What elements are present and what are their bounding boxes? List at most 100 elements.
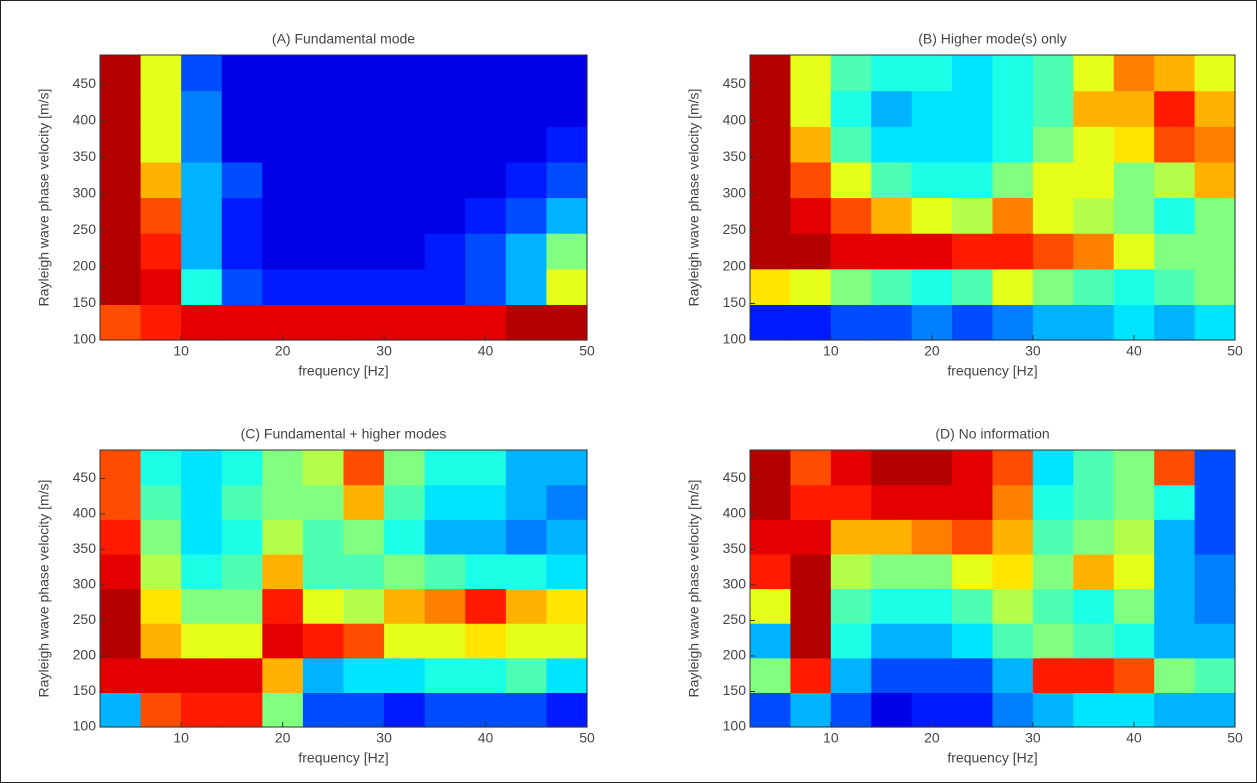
heatmap-cell (831, 519, 872, 554)
heatmap-cell (100, 554, 141, 589)
heatmap-cell (750, 692, 791, 727)
heatmap-cell (181, 304, 222, 340)
heatmap-cell (465, 198, 506, 234)
heatmap-cell (993, 91, 1034, 127)
heatmap-cell (831, 623, 872, 658)
heatmap-cell (993, 658, 1034, 693)
heatmap-cell (1033, 198, 1074, 234)
heatmap-cell (262, 233, 303, 269)
heatmap-cell (344, 269, 385, 305)
heatmap-cell (506, 269, 547, 305)
y-tick-label: 250 (723, 221, 747, 237)
heatmap-cell (303, 554, 344, 589)
heatmap-cell (546, 269, 587, 305)
heatmap-cell (993, 233, 1034, 269)
heatmap-cell (1195, 198, 1236, 234)
heatmap-cell (546, 450, 587, 485)
heatmap-cell (1114, 126, 1155, 162)
heatmap-cell (1195, 91, 1236, 127)
heatmap-cell (912, 162, 953, 198)
heatmap-cell (952, 623, 993, 658)
heatmap-cell (871, 91, 912, 127)
heatmap-cell (831, 692, 872, 727)
heatmap-cell (831, 589, 872, 624)
x-axis-label: frequency [Hz] (298, 363, 388, 379)
heatmap-cell (141, 55, 182, 91)
heatmap-cell (384, 519, 425, 554)
heatmap-cell (1114, 269, 1155, 305)
heatmap-cell (465, 269, 506, 305)
heatmap-cell (425, 554, 466, 589)
x-tick-label: 40 (1126, 343, 1142, 359)
panel-title: (B) Higher mode(s) only (918, 31, 1067, 47)
heatmap-cell (262, 554, 303, 589)
heatmap-cell (506, 450, 547, 485)
heatmap-cell (425, 519, 466, 554)
heatmap-cell (303, 658, 344, 693)
x-tick-label: 40 (1126, 730, 1142, 746)
heatmap-cell (465, 91, 506, 127)
heatmap-cell (993, 485, 1034, 520)
heatmap-cell (1154, 91, 1195, 127)
heatmap-cell (993, 162, 1034, 198)
heatmap-cell (1033, 55, 1074, 91)
heatmap-cell (1195, 519, 1236, 554)
heatmap-cell (1114, 450, 1155, 485)
heatmap-cell (465, 658, 506, 693)
heatmap-cell (750, 554, 791, 589)
heatmap-cell (506, 658, 547, 693)
y-tick-label: 100 (73, 331, 97, 347)
heatmap-cell (425, 692, 466, 727)
heatmap-cell (1195, 658, 1236, 693)
heatmap-cell (831, 485, 872, 520)
heatmap-cell (952, 269, 993, 305)
heatmap-cell (344, 55, 385, 91)
heatmap-cell (1114, 55, 1155, 91)
heatmap-cell (1114, 485, 1155, 520)
heatmap-cell (1033, 519, 1074, 554)
heatmap-cell (790, 126, 831, 162)
heatmap-cell (790, 304, 831, 340)
x-tick-label: 50 (1227, 343, 1243, 359)
heatmap-cell (1073, 269, 1114, 305)
heatmap-cell (100, 450, 141, 485)
heatmap-cell (831, 554, 872, 589)
heatmap-cell (952, 485, 993, 520)
heatmap-cell (465, 55, 506, 91)
y-tick-label: 450 (723, 75, 747, 91)
heatmap-cell (384, 198, 425, 234)
heatmap-cell (222, 55, 263, 91)
panel-title: (A) Fundamental mode (272, 31, 415, 47)
y-tick-label: 300 (723, 576, 747, 592)
heatmap-cell (262, 485, 303, 520)
heatmap-cell (465, 485, 506, 520)
y-axis-label: Rayleigh wave phase velocity [m/s] (36, 480, 52, 698)
heatmap-cell (1033, 450, 1074, 485)
heatmap-cell (1033, 304, 1074, 340)
heatmap-cell (546, 554, 587, 589)
heatmap-cell (1195, 623, 1236, 658)
heatmap-cell (506, 623, 547, 658)
heatmap-cell (425, 269, 466, 305)
heatmap-cell (141, 162, 182, 198)
heatmap-cell (100, 162, 141, 198)
heatmap-cell (546, 162, 587, 198)
heatmap-cell (141, 658, 182, 693)
heatmap-cell (141, 450, 182, 485)
heatmap-cell (262, 55, 303, 91)
heatmap-cell (912, 589, 953, 624)
heatmap-cell (344, 623, 385, 658)
x-axis-label: frequency [Hz] (947, 363, 1037, 379)
x-tick-label: 20 (924, 343, 940, 359)
heatmap-cell (384, 269, 425, 305)
heatmap-cell (384, 554, 425, 589)
heatmap-cell (750, 485, 791, 520)
heatmap-cell (750, 519, 791, 554)
heatmap-cell (425, 304, 466, 340)
heatmap-cell (100, 692, 141, 727)
heatmap-cell (344, 126, 385, 162)
heatmap-cell (303, 55, 344, 91)
heatmap-cell (506, 304, 547, 340)
heatmap-cell (262, 623, 303, 658)
x-tick-label: 40 (478, 730, 494, 746)
